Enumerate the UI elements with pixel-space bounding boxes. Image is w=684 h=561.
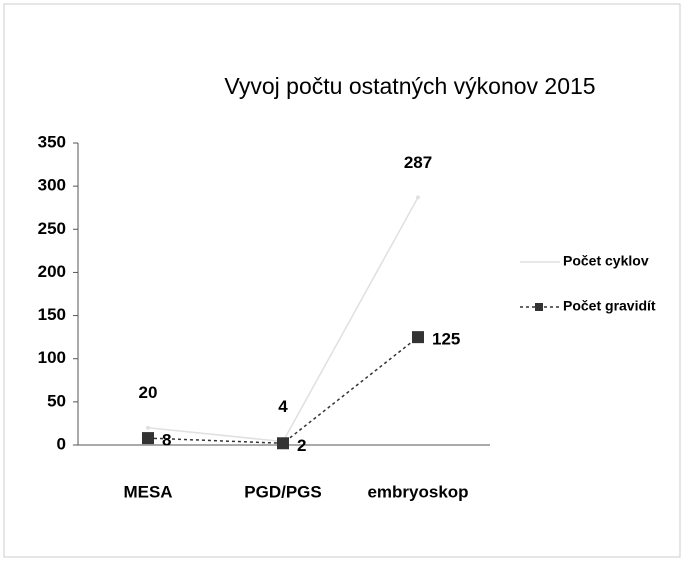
chart-border (3, 3, 681, 558)
marker (277, 437, 289, 450)
series-line (147, 336, 419, 445)
y-tick-label: 300 (38, 176, 66, 195)
data-label: 8 (162, 431, 171, 450)
x-tick-label: PGD/PGS (244, 482, 321, 501)
x-tick-label: embryoskop (367, 482, 468, 501)
data-label: 20 (139, 383, 158, 402)
marker (416, 195, 420, 200)
x-tick-label: MESA (123, 482, 172, 501)
y-tick-label: 100 (38, 348, 66, 367)
legend-label: Počet gravidít (563, 298, 656, 314)
marker (412, 331, 424, 344)
data-label: 4 (278, 397, 288, 416)
marker (146, 425, 150, 430)
chart-title: Vyvoj počtu ostatných výkonov 2015 (224, 73, 595, 99)
legend-label: Počet cyklov (563, 253, 649, 269)
data-label: 287 (404, 153, 432, 172)
y-tick-label: 350 (38, 132, 66, 151)
legend-marker (535, 303, 543, 311)
y-tick-label: 50 (47, 391, 66, 410)
y-tick-label: 0 (57, 434, 66, 453)
marker (142, 432, 154, 445)
data-label: 125 (432, 330, 460, 349)
y-tick-label: 250 (38, 219, 66, 238)
y-tick-label: 150 (38, 305, 66, 324)
data-label: 2 (297, 436, 306, 455)
y-tick-label: 200 (38, 262, 66, 281)
